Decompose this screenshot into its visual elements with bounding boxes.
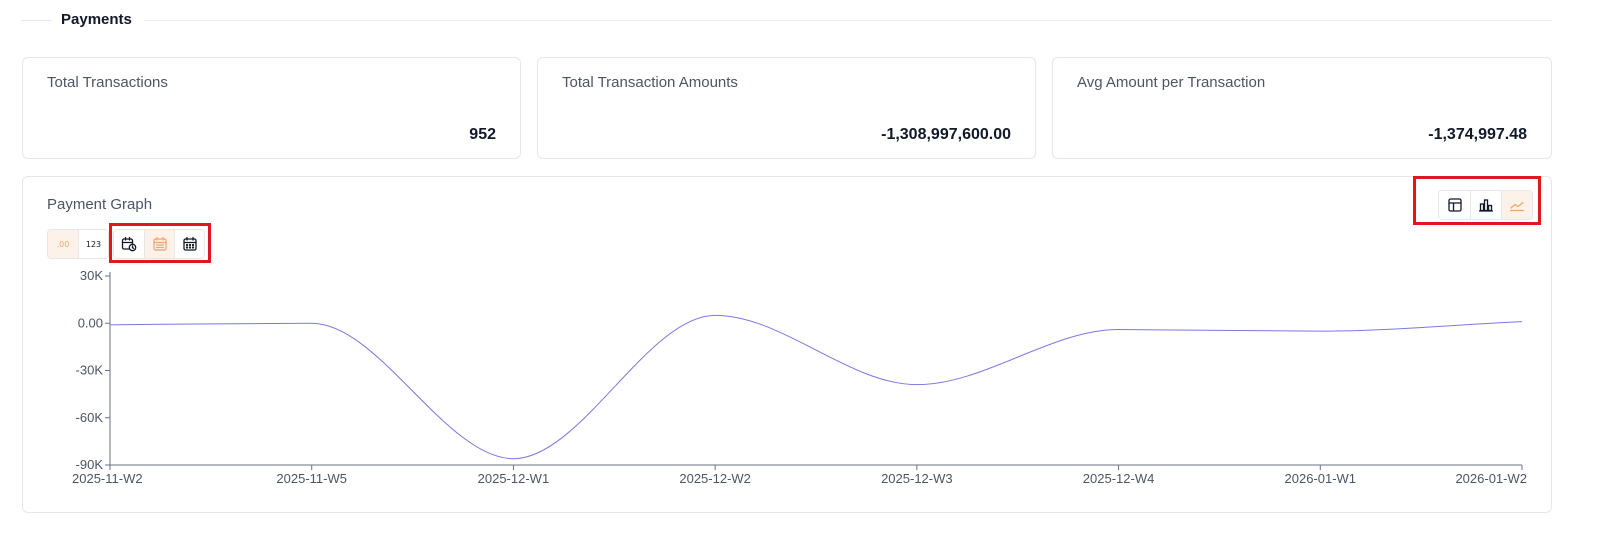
y-tick-label: 30K [80, 268, 103, 283]
table-view-button[interactable] [1439, 191, 1470, 219]
table-icon [1447, 198, 1462, 212]
bar-chart-icon [1479, 199, 1493, 212]
y-tick-label: 0.00 [78, 315, 103, 330]
daily-period-button[interactable] [114, 230, 144, 258]
card-value: -1,308,997,600.00 [881, 126, 1011, 143]
graph-title: Payment Graph [47, 196, 153, 213]
x-tick-label: 2025-12-W1 [478, 471, 550, 486]
integer-format-button[interactable]: 123 [78, 230, 108, 258]
section-divider-left [22, 20, 52, 21]
y-tick-label: -60K [76, 410, 104, 425]
section-header: Payments [22, 8, 1552, 32]
x-tick-label: 2025-11-W5 [276, 471, 347, 486]
calendar-clock-icon [121, 236, 137, 252]
period-toggle [113, 229, 205, 259]
series-line [109, 314, 1523, 460]
x-tick-label: 2025-11-W2 [72, 471, 143, 486]
calendar-grid-icon [182, 236, 197, 251]
card-value: -1,374,997.48 [1428, 126, 1527, 143]
y-tick-label: -30K [76, 363, 104, 378]
view-toggle [1438, 190, 1533, 220]
x-tick-label: 2026-01-W2 [1455, 471, 1527, 486]
avg-amount-card: Avg Amount per Transaction -1,374,997.48 [1052, 57, 1552, 159]
card-value: 952 [469, 126, 496, 143]
section-title: Payments [61, 11, 132, 28]
line-view-button[interactable] [1501, 191, 1532, 219]
payment-graph-card: Payment Graph .00 123 [22, 176, 1552, 513]
decimal-format-button[interactable]: .00 [48, 230, 78, 258]
section-divider-right [144, 20, 1552, 21]
bar-view-button[interactable] [1470, 191, 1501, 219]
y-tick-label: -90K [76, 457, 104, 472]
card-label: Avg Amount per Transaction [1077, 74, 1266, 91]
card-label: Total Transaction Amounts [562, 74, 738, 91]
monthly-period-button[interactable] [174, 230, 204, 258]
weekly-period-button[interactable] [144, 230, 174, 258]
x-tick-label: 2025-12-W2 [679, 471, 751, 486]
x-tick-label: 2025-12-W4 [1083, 471, 1155, 486]
card-label: Total Transactions [47, 74, 168, 91]
x-tick-label: 2026-01-W1 [1285, 471, 1357, 486]
number-format-toggle: .00 123 [47, 229, 109, 259]
total-transaction-amounts-card: Total Transaction Amounts -1,308,997,600… [537, 57, 1036, 159]
total-transactions-card: Total Transactions 952 [22, 57, 521, 159]
line-chart-icon [1509, 201, 1525, 212]
calendar-icon [152, 236, 167, 251]
x-tick-label: 2025-12-W3 [881, 471, 953, 486]
